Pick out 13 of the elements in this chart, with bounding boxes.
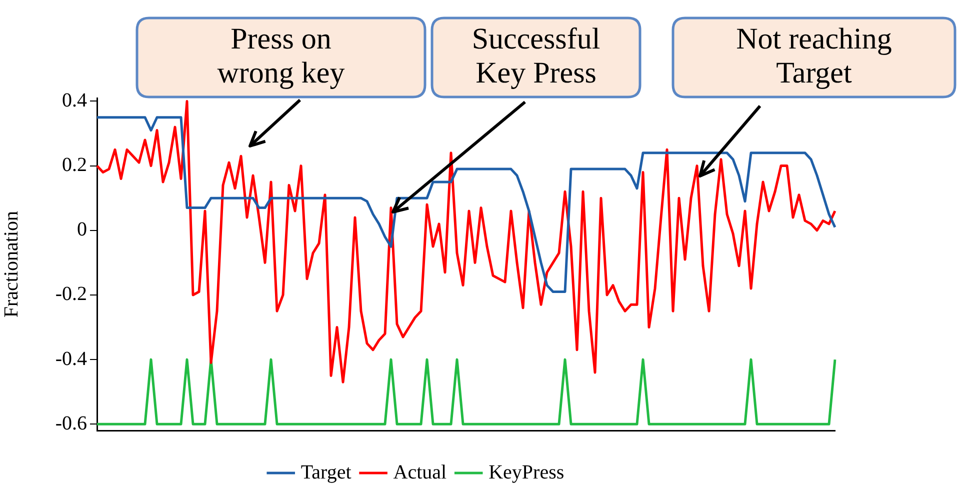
legend-label: Actual	[393, 461, 448, 484]
y-axis-title: Fractionation	[0, 210, 22, 318]
legend-label: KeyPress	[488, 461, 564, 484]
legend-label: Target	[300, 461, 352, 484]
text: Successful Key Press	[472, 22, 600, 90]
text: Press on wrong key	[217, 22, 345, 90]
text: Not reaching Target	[736, 22, 892, 90]
y-tick-label: 0.2	[62, 154, 87, 176]
y-tick-label: 0.4	[62, 89, 87, 112]
y-tick-label: -0.4	[55, 348, 87, 370]
y-tick-label: -0.6	[55, 412, 87, 434]
y-tick-label: -0.2	[55, 283, 87, 306]
y-tick-label: 0	[77, 218, 87, 241]
